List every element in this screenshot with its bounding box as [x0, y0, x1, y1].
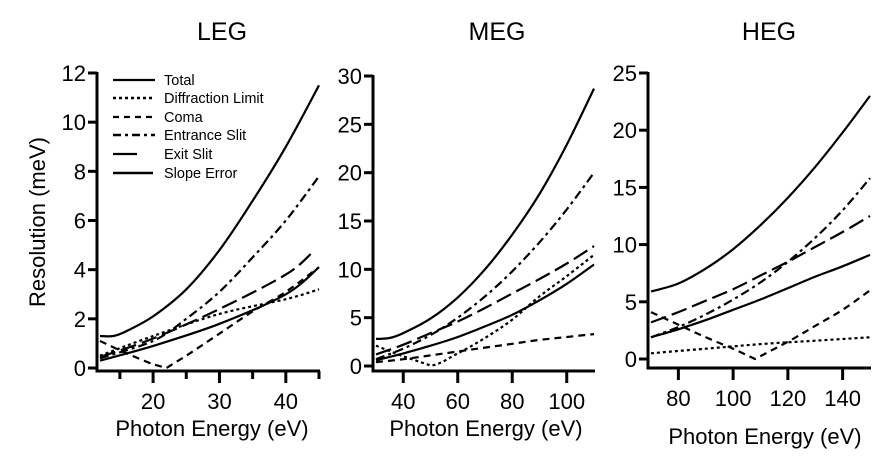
y-tick-label-meg: 25 [338, 112, 362, 137]
panel-title-heg: HEG [742, 18, 796, 46]
x-tick-label-heg: 100 [715, 386, 752, 411]
x-tick-label-meg: 100 [548, 389, 585, 414]
series-slope-error-meg [375, 263, 595, 362]
y-tick-label-meg: 10 [338, 257, 362, 282]
x-tick-label-meg: 60 [446, 389, 470, 414]
y-tick-label-heg: 15 [613, 175, 637, 200]
x-tick-label-leg: 20 [141, 389, 165, 414]
x-axis-label-heg: Photon Energy (eV) [668, 424, 861, 449]
y-tick-label-heg: 0 [625, 347, 637, 372]
series-exit-slit-meg [375, 245, 595, 356]
y-tick-label-heg: 25 [613, 61, 637, 86]
series-entrance-slit-heg [650, 177, 871, 339]
y-tick-label-meg: 0 [350, 354, 362, 379]
y-tick-label-meg: 15 [338, 209, 362, 234]
panel-title-meg: MEG [469, 18, 526, 46]
series-total-meg [375, 88, 595, 340]
legend-label-slope-error: Slope Error [164, 166, 238, 182]
legend-label-diffraction-limit: Diffraction Limit [164, 91, 264, 107]
series-diffraction-limit-meg [375, 253, 595, 367]
series-entrance-slit-meg [375, 172, 595, 361]
x-tick-label-leg: 40 [274, 389, 298, 414]
y-tick-label-leg: 10 [62, 110, 86, 135]
x-axis-label-leg: Photon Energy (eV) [115, 416, 308, 441]
series-coma-heg [650, 289, 871, 361]
series-total-heg [650, 95, 871, 293]
series-diffraction-limit-leg [99, 288, 320, 357]
y-tick-label-leg: 12 [62, 61, 86, 86]
x-axis-label-meg: Photon Energy (eV) [389, 416, 582, 441]
panel-meg: 0 5 10 15 20 25 30 40 60 80 100 [338, 64, 595, 414]
x-tick-label-heg: 140 [824, 386, 861, 411]
y-tick-label-leg: 2 [74, 307, 86, 332]
series-coma-meg [375, 333, 595, 364]
panel-heg: 0 5 10 15 20 25 80 100 120 140 [613, 61, 871, 411]
series-entrance-slit-leg [99, 175, 320, 360]
y-tick-label-meg: 5 [350, 306, 362, 331]
series-total-leg [99, 84, 320, 338]
y-tick-label-leg: 0 [74, 356, 86, 381]
x-tick-label-meg: 40 [391, 389, 415, 414]
series-slope-error-leg [99, 266, 320, 362]
legend: Total Diffraction Limit Coma Entrance Sl… [113, 73, 264, 182]
panel-leg: 0 2 4 6 8 10 12 20 30 40 [62, 61, 321, 414]
x-tick-label-heg: 80 [666, 386, 690, 411]
y-tick-label-meg: 20 [338, 161, 362, 186]
y-tick-label-heg: 5 [625, 290, 637, 315]
legend-label-entrance-slit: Entrance Slit [164, 128, 246, 144]
y-tick-label-meg: 30 [338, 64, 362, 89]
y-tick-label-heg: 20 [613, 118, 637, 143]
series-slope-error-heg [650, 253, 871, 339]
panel-title-leg: LEG [197, 18, 247, 46]
legend-label-coma: Coma [164, 110, 204, 126]
x-tick-label-meg: 80 [500, 389, 524, 414]
legend-label-exit-slit: Exit Slit [164, 147, 212, 163]
y-axis-label: Resolution (meV) [25, 137, 50, 307]
series-diffraction-limit-heg [650, 336, 871, 355]
legend-label-total: Total [164, 73, 195, 89]
y-tick-label-leg: 6 [74, 209, 86, 234]
x-tick-label-heg: 120 [770, 386, 807, 411]
x-tick-label-leg: 30 [207, 389, 231, 414]
y-tick-label-leg: 4 [74, 258, 86, 283]
y-tick-label-leg: 8 [74, 159, 86, 184]
series-exit-slit-heg [650, 215, 871, 324]
y-tick-label-heg: 10 [613, 233, 637, 258]
